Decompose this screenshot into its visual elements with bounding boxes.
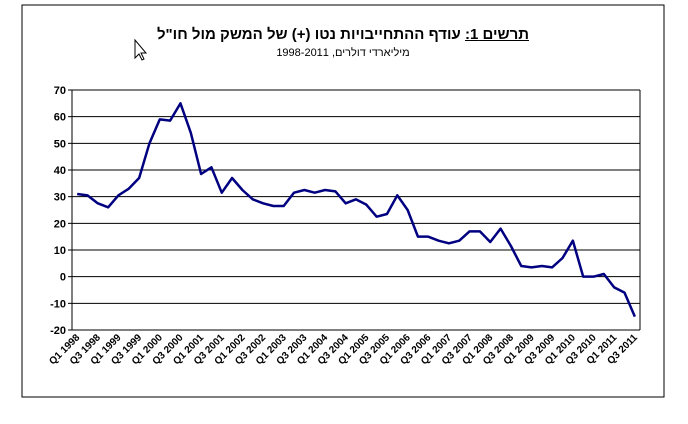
chart-title: תרשים 1: עודף ההתחייבויות נטו (+) של המש… xyxy=(22,26,664,43)
y-tick-label: 30 xyxy=(54,192,66,204)
cursor xyxy=(134,38,148,61)
title-text: עודף ההתחייבויות נטו (+) של המשק מול חו"… xyxy=(156,26,461,43)
title-prefix: תרשים 1: xyxy=(464,26,530,43)
y-tick-label: 70 xyxy=(54,85,66,97)
chart-subtitle: מיליארדי דולרים, 1998-2011 xyxy=(276,47,410,59)
data-line xyxy=(77,102,636,318)
y-tick-label: 10 xyxy=(54,245,66,257)
y-tick-label: 60 xyxy=(54,112,66,124)
y-tick-label: 20 xyxy=(54,218,66,230)
y-tick-label: 40 xyxy=(54,165,66,177)
y-tick-label: -20 xyxy=(50,325,66,337)
y-tick-label: 50 xyxy=(54,138,66,150)
y-tick-label: -10 xyxy=(50,298,66,310)
y-tick-label: 0 xyxy=(60,272,66,284)
chart-border xyxy=(21,4,665,398)
